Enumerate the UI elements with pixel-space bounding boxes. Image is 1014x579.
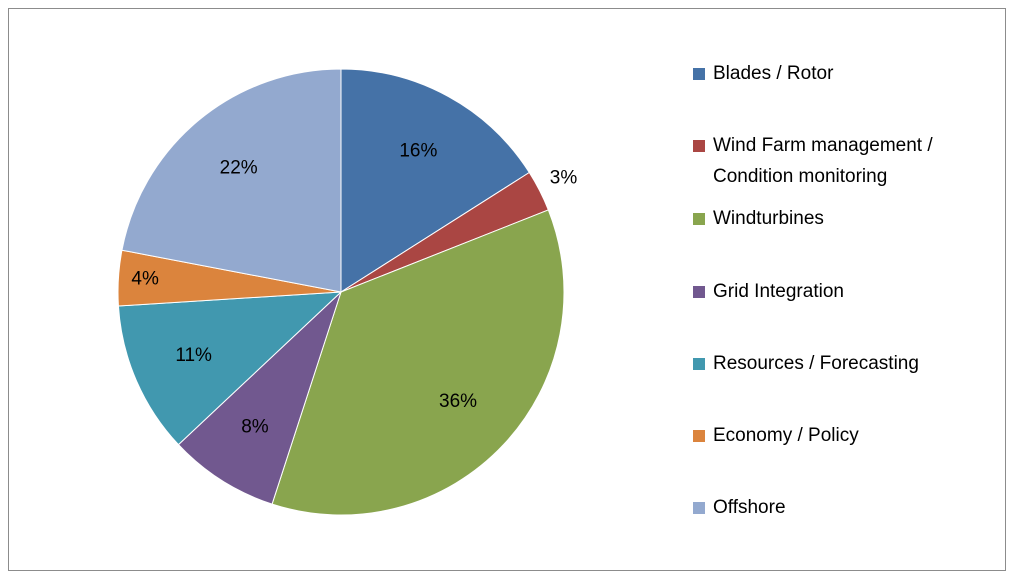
- data-label: 11%: [175, 345, 212, 366]
- legend-swatch: [693, 358, 705, 370]
- legend-item: Economy / Policy: [693, 420, 1008, 451]
- pie-slice: [271, 209, 565, 516]
- legend-label: Offshore: [713, 497, 786, 518]
- legend-swatch: [693, 140, 705, 152]
- pie-slice: [121, 68, 342, 293]
- legend-label: Economy / Policy: [713, 425, 859, 446]
- pie-slice: [177, 291, 342, 505]
- legend-label: Blades / Rotor: [713, 63, 834, 84]
- legend-item: Resources / Forecasting: [693, 348, 1008, 379]
- data-label: 36%: [439, 391, 477, 412]
- legend-item: Windturbines: [693, 203, 1008, 234]
- legend-swatch: [693, 502, 705, 514]
- pie-slice: [117, 291, 343, 446]
- data-label: 16%: [399, 140, 437, 161]
- legend-item: Offshore: [693, 492, 1008, 523]
- legend-item: Blades / Rotor: [693, 58, 1008, 89]
- pie-slice: [340, 68, 530, 293]
- legend-label: Resources / Forecasting: [713, 353, 919, 374]
- legend-label: Wind Farm management / Condition monitor…: [713, 135, 933, 187]
- legend-label: Windturbines: [713, 208, 824, 229]
- legend-swatch: [693, 430, 705, 442]
- legend-swatch: [693, 68, 705, 80]
- legend-item: Grid Integration: [693, 276, 1008, 307]
- legend-swatch: [693, 213, 705, 225]
- legend-label: Grid Integration: [713, 281, 844, 302]
- data-label: 22%: [220, 157, 258, 178]
- legend-swatch: [693, 286, 705, 298]
- legend-item: Wind Farm management / Condition monitor…: [693, 130, 1008, 192]
- data-label: 8%: [241, 417, 269, 438]
- data-label: 3%: [550, 168, 578, 189]
- data-label: 4%: [131, 269, 159, 290]
